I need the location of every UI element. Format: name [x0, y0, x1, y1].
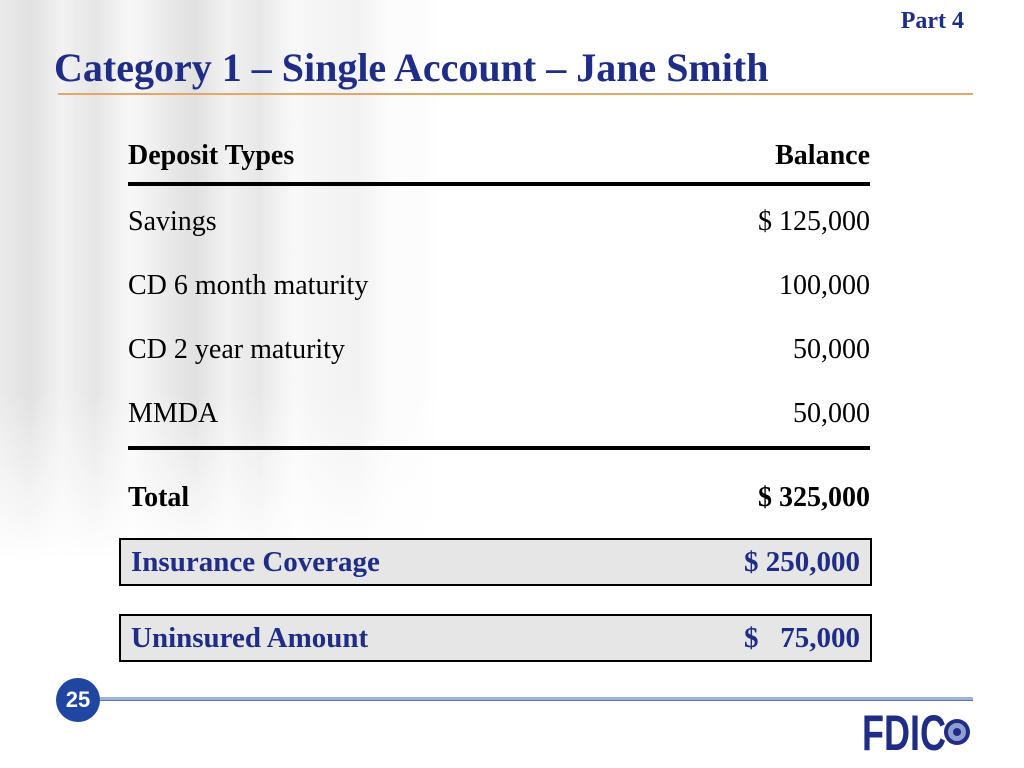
slide-title: Category 1 – Single Account – Jane Smith — [54, 45, 769, 90]
table-row: CD 6 month maturity 100,000 — [128, 254, 870, 318]
page-number-badge: 25 — [56, 678, 100, 722]
fdic-seal-icon — [944, 719, 970, 745]
balance-cell: 50,000 — [793, 334, 870, 365]
total-row: Total $ 325,000 — [128, 462, 870, 534]
fdic-logo-text: FDIC — [862, 706, 946, 754]
table-row: MMDA 50,000 — [128, 382, 870, 446]
insurance-coverage-box: Insurance Coverage $ 250,000 — [119, 538, 872, 586]
balance-header: Balance — [775, 140, 870, 171]
uninsured-amount-value: $ 75,000 — [744, 621, 860, 654]
total-label: Total — [128, 482, 190, 513]
part-label: Part 4 — [900, 8, 964, 34]
table-row: Savings $ 125,000 — [128, 190, 870, 254]
table-body: Savings $ 125,000 CD 6 month maturity 10… — [128, 186, 870, 446]
deposit-type-cell: MMDA — [128, 398, 219, 429]
title-divider — [58, 93, 973, 95]
insurance-coverage-value: $ 250,000 — [744, 545, 860, 578]
deposit-table: Deposit Types Balance Savings $ 125,000 … — [128, 130, 870, 534]
total-rule — [128, 446, 870, 450]
total-value: $ 325,000 — [758, 482, 870, 513]
balance-cell: 50,000 — [793, 398, 870, 429]
fdic-logo: FDIC — [862, 706, 970, 754]
header-rule — [128, 182, 870, 186]
insurance-coverage-label: Insurance Coverage — [131, 545, 380, 578]
deposit-type-cell: Savings — [128, 206, 217, 237]
deposit-types-header: Deposit Types — [128, 140, 295, 171]
deposit-type-cell: CD 6 month maturity — [128, 270, 369, 301]
balance-cell: 100,000 — [779, 270, 870, 301]
uninsured-amount-label: Uninsured Amount — [131, 621, 369, 654]
deposit-type-cell: CD 2 year maturity — [128, 334, 345, 365]
uninsured-amount-box: Uninsured Amount $ 75,000 — [119, 614, 872, 662]
table-row: CD 2 year maturity 50,000 — [128, 318, 870, 382]
table-header: Deposit Types Balance — [128, 130, 870, 182]
balance-cell: $ 125,000 — [758, 206, 870, 237]
footer-divider — [100, 697, 973, 701]
